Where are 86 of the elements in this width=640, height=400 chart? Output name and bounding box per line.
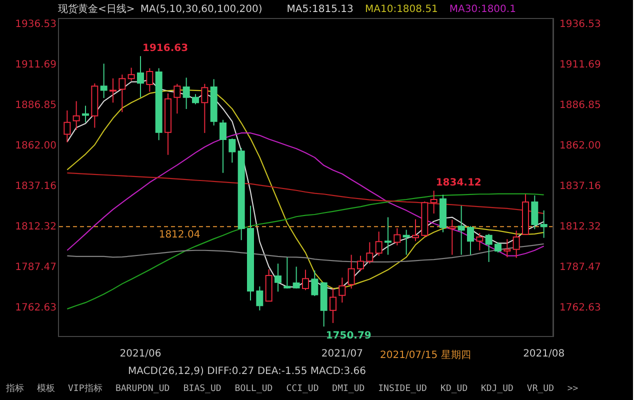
y-tick-label: 1911.69 xyxy=(560,60,601,71)
candlestick xyxy=(375,231,382,256)
candlestick xyxy=(192,94,199,105)
candlestick xyxy=(64,110,71,143)
candlestick xyxy=(338,277,346,304)
candlestick xyxy=(302,269,309,291)
candlestick xyxy=(72,100,80,130)
candlestick xyxy=(100,63,108,99)
y-tick-label: 1762.63 xyxy=(560,302,601,314)
text: 指标 xyxy=(5,383,24,394)
candlestick xyxy=(485,233,492,262)
y2-tick-label: 1812.32 xyxy=(15,222,56,233)
candlestick xyxy=(82,105,89,123)
text: VR_UD xyxy=(526,384,554,394)
candlestick xyxy=(494,242,502,254)
text: KDJ_UD xyxy=(480,384,514,394)
y2-tick-label: 1936.53 xyxy=(15,19,56,30)
candlestick xyxy=(174,83,181,114)
candlestick xyxy=(330,288,336,324)
chart-title: 现货黄金<日线> xyxy=(58,3,135,15)
candlestick xyxy=(284,256,291,290)
y2-tick-label: 1886.85 xyxy=(15,100,56,112)
candlestick xyxy=(128,67,135,82)
annotation: 1834.12 xyxy=(436,178,482,189)
candlestick xyxy=(348,254,355,290)
candlestick xyxy=(146,68,154,92)
candlestick xyxy=(201,83,208,134)
text: 模板 xyxy=(37,383,55,394)
candlestick xyxy=(228,138,236,164)
chart-subtitle: MA(5,10,30,60,100,200) xyxy=(140,4,262,15)
y2-tick-label: 1862.00 xyxy=(15,140,56,152)
line-series xyxy=(66,193,544,310)
candlestick xyxy=(467,226,474,256)
x-tick-label: 2021/06 xyxy=(120,348,162,360)
y-tick-label: 1837.16 xyxy=(560,181,601,192)
y-tick-label: 1936.53 xyxy=(560,19,601,30)
candlestick xyxy=(220,119,226,174)
y-tick-label: 1862.00 xyxy=(560,140,601,152)
text: KD_UD xyxy=(440,384,468,394)
candlestick xyxy=(412,218,419,242)
text: DMI_UD xyxy=(332,384,365,394)
candlestick xyxy=(402,229,410,256)
candlestick xyxy=(531,194,538,230)
candlestick xyxy=(384,216,392,256)
candlestick xyxy=(504,238,511,258)
annotation: 1916.63 xyxy=(142,43,188,54)
candlestick xyxy=(458,205,465,256)
x-tick-label: 2021/07 xyxy=(321,348,363,360)
candlestick xyxy=(430,190,438,214)
candlestick xyxy=(311,270,318,297)
y-tick-label: 1787.47 xyxy=(560,262,601,274)
text: MA30:1800.1 xyxy=(449,4,516,15)
text: BOLL_UD xyxy=(234,384,273,394)
candlestick xyxy=(540,210,548,238)
candlestick xyxy=(394,228,401,246)
text: BARUPDN_UD xyxy=(115,384,170,394)
y2-tick-label: 1762.63 xyxy=(15,302,56,314)
x-tick-label: 2021/08 xyxy=(523,348,565,360)
text: >> xyxy=(567,384,579,394)
candlestick xyxy=(366,242,374,264)
candlestick xyxy=(357,255,364,272)
candlestick xyxy=(118,74,126,113)
text: BIAS_UD xyxy=(183,384,222,394)
text: MA10:1808.51 xyxy=(365,4,438,15)
text: 2021/07/15 星期四 xyxy=(380,349,471,361)
y2-tick-label: 1837.16 xyxy=(15,181,56,192)
candlestick xyxy=(137,56,144,98)
candlestick xyxy=(256,286,264,311)
candlestick xyxy=(476,232,484,251)
text: MACD(26,12,9) DIFF:0.27 DEA:-1.55 MACD:3.66 xyxy=(128,366,366,377)
y-tick-label: 1886.85 xyxy=(560,100,601,112)
candlestick xyxy=(512,230,520,258)
candlestick xyxy=(182,77,190,110)
annotation: 1750.79 xyxy=(326,330,372,342)
text: VIP指标 xyxy=(68,383,102,394)
y2-tick-label: 1787.47 xyxy=(15,262,56,274)
y-tick-label: 1812.32 xyxy=(560,222,601,233)
candlestick xyxy=(448,219,456,256)
ref-line-label: 1812.04 xyxy=(158,230,200,241)
y2-tick-label: 1911.69 xyxy=(15,60,56,71)
candlestick xyxy=(292,266,300,290)
candlestick xyxy=(110,78,116,104)
candlestick xyxy=(274,263,282,292)
text: MA5:1815.13 xyxy=(286,4,354,15)
text: INSIDE_UD xyxy=(378,384,427,394)
text: CCI_UD xyxy=(286,384,319,394)
